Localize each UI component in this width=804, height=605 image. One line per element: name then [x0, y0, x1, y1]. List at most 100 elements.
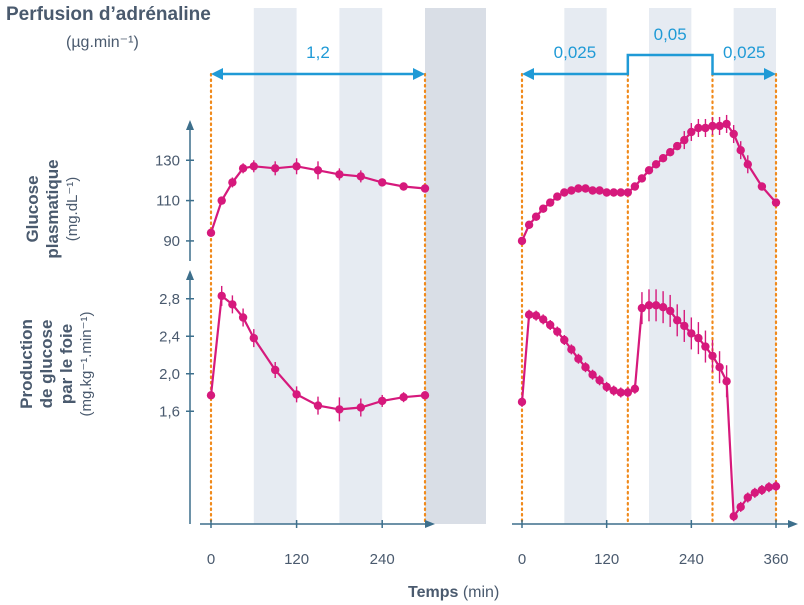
- production-right-point-9: [581, 363, 590, 372]
- production-right-point-27: [708, 351, 717, 361]
- x-tick-label-left-0: 0: [207, 551, 215, 568]
- production-left-point-2: [228, 300, 237, 309]
- glucose-left-point-0: [206, 228, 216, 237]
- glucose-right-point-34: [771, 198, 781, 207]
- glucose-right-point-11: [595, 186, 604, 195]
- glucose-left-point-9: [356, 172, 365, 181]
- glucose-right-point-19: [651, 160, 661, 169]
- glucose-left-point-6: [292, 162, 301, 171]
- glucose-right-point-2: [531, 212, 541, 221]
- glucose-right-point-16: [630, 182, 640, 191]
- glucose-axis-label-line2: plasmatique: [43, 159, 62, 259]
- glucose-right-point-32: [743, 160, 752, 169]
- production-y-tick-label-1: 2,0: [159, 366, 180, 383]
- infusion-rate-right-3: 0,025: [723, 43, 766, 62]
- infusion-rate-left: 1,2: [306, 43, 330, 62]
- time-band-3: [649, 8, 692, 524]
- glucose-right-point-12: [602, 188, 611, 197]
- glucose-y-tick-label-1: 110: [156, 193, 180, 210]
- x-axis-label-unit: (min): [458, 584, 500, 601]
- glucose-right-point-28: [715, 121, 724, 131]
- glucose-right-point-10: [588, 186, 597, 195]
- production-right-point-24: [687, 329, 696, 338]
- x-axis-label-text: Temps: [408, 584, 459, 601]
- production-right-point-12: [602, 382, 611, 392]
- production-right-point-3: [539, 315, 548, 324]
- glucose-left-point-4: [249, 162, 258, 171]
- x-tick-label-right-0: 0: [518, 551, 526, 568]
- production-right-point-10: [588, 370, 597, 379]
- production-left-point-4: [249, 333, 258, 343]
- glucose-right-point-6: [560, 188, 569, 197]
- production-right-point-15: [623, 388, 632, 397]
- production-left-point-5: [271, 365, 280, 375]
- glucose-left-point-12: [420, 184, 430, 193]
- x-axis-label: Temps (min): [408, 584, 499, 602]
- infusion-arrowhead-right-start: [522, 68, 534, 80]
- production-left-point-11: [399, 393, 408, 402]
- production-right-point-6: [560, 335, 569, 345]
- production-right-point-18: [644, 301, 654, 310]
- glucose-right-point-4: [546, 198, 555, 207]
- glucose-axis-unit: (mg.dL⁻¹): [64, 176, 81, 242]
- production-right-point-33: [750, 488, 759, 497]
- glucose-axis-label: Glucose plasmatique (mg.dL⁻¹): [23, 129, 89, 289]
- production-left-point-1: [217, 291, 226, 301]
- production-right-point-30: [729, 512, 738, 521]
- production-right-point-29: [722, 377, 731, 386]
- glucose-right-point-14: [616, 188, 625, 197]
- glucose-right-point-31: [736, 146, 745, 155]
- gap-band: [425, 8, 486, 524]
- production-right-point-14: [616, 388, 625, 397]
- time-band-0: [253, 8, 297, 524]
- production-axis-unit: (mg.kg⁻¹.min⁻¹): [78, 311, 95, 417]
- production-right-point-0: [517, 397, 527, 407]
- glucose-left-point-11: [399, 182, 408, 191]
- production-right-point-4: [546, 320, 555, 330]
- glucose-right-point-29: [722, 119, 731, 129]
- production-right-point-16: [630, 384, 640, 393]
- glucose-left-point-5: [271, 164, 280, 173]
- glucose-right-point-21: [666, 148, 675, 157]
- infusion-arrowhead-left-end: [413, 68, 425, 80]
- glucose-right-point-13: [609, 188, 618, 197]
- infusion-arrowhead-left-start: [211, 68, 223, 80]
- production-y-tick-label-0: 1,6: [159, 403, 180, 420]
- production-left-point-8: [335, 405, 344, 414]
- glucose-right-point-5: [553, 192, 562, 201]
- infusion-rate-right-2: 0,05: [654, 25, 687, 44]
- chart-title-unit: (µg.min⁻¹): [66, 34, 139, 51]
- production-right-point-26: [701, 342, 710, 351]
- glucose-right-point-9: [581, 184, 590, 193]
- glucose-right-point-27: [708, 121, 717, 131]
- production-axis-label-line3: par le foie: [57, 323, 76, 405]
- production-axis-label: Production de glucose par le foie (mg.kg…: [17, 274, 103, 454]
- production-right-point-7: [567, 345, 576, 354]
- glucose-right-point-23: [680, 135, 689, 145]
- production-right-point-22: [673, 316, 682, 325]
- glucose-right-point-25: [694, 123, 703, 133]
- x-tick-label-left-2: 240: [370, 551, 395, 568]
- production-right-point-20: [658, 303, 668, 312]
- glucose-left-point-8: [335, 170, 344, 179]
- infusion-arrowhead-right-end: [764, 68, 776, 80]
- production-right-point-8: [574, 354, 583, 363]
- x-tick-label-right-3: 360: [763, 551, 788, 568]
- glucose-right-point-1: [524, 220, 534, 229]
- x-tick-label-right-1: 120: [594, 551, 619, 568]
- production-right-point-28: [715, 363, 724, 372]
- production-right-point-13: [609, 386, 618, 395]
- x-axis-left-arrow: [425, 520, 435, 528]
- glucose-left-point-10: [378, 178, 387, 187]
- glucose-right-point-22: [673, 141, 682, 151]
- production-right-point-23: [680, 321, 689, 331]
- production-right-point-2: [531, 311, 541, 320]
- glucose-right-point-33: [757, 182, 767, 191]
- glucose-right-point-26: [701, 123, 710, 133]
- production-right-point-36: [771, 482, 781, 491]
- production-right-point-17: [637, 303, 647, 313]
- glucose-left-point-7: [313, 166, 323, 175]
- production-right-point-25: [694, 333, 703, 343]
- production-right-point-32: [743, 493, 752, 502]
